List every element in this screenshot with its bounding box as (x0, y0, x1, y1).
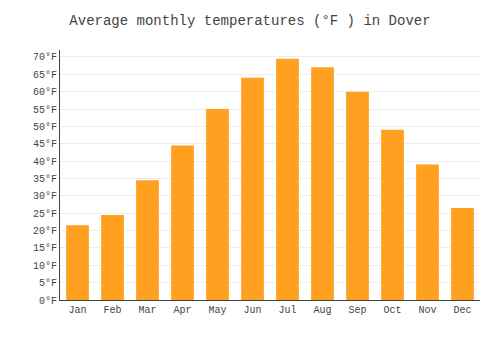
svg-text:Average monthly temperatures (: Average monthly temperatures (°F ) in Do… (69, 13, 430, 29)
svg-text:70°F: 70°F (33, 52, 57, 63)
svg-text:Mar: Mar (138, 305, 156, 316)
svg-text:45°F: 45°F (33, 139, 57, 150)
svg-text:10°F: 10°F (33, 261, 57, 272)
svg-text:5°F: 5°F (39, 278, 57, 289)
svg-text:60°F: 60°F (33, 87, 57, 98)
svg-text:Feb: Feb (103, 305, 121, 316)
svg-text:30°F: 30°F (33, 191, 57, 202)
svg-text:40°F: 40°F (33, 157, 57, 168)
svg-text:55°F: 55°F (33, 105, 57, 116)
svg-text:0°F: 0°F (39, 296, 57, 307)
svg-text:Dec: Dec (453, 305, 471, 316)
svg-text:Jun: Jun (243, 305, 261, 316)
svg-text:Aug: Aug (313, 305, 331, 316)
svg-text:Nov: Nov (418, 305, 436, 316)
svg-text:65°F: 65°F (33, 70, 57, 81)
svg-text:Oct: Oct (383, 305, 401, 316)
svg-text:35°F: 35°F (33, 174, 57, 185)
svg-text:15°F: 15°F (33, 243, 57, 254)
svg-text:Sep: Sep (348, 305, 366, 316)
svg-text:50°F: 50°F (33, 122, 57, 133)
svg-text:25°F: 25°F (33, 209, 57, 220)
svg-text:Jul: Jul (278, 305, 296, 316)
svg-text:May: May (208, 305, 226, 316)
svg-text:Apr: Apr (173, 305, 191, 316)
svg-text:Jan: Jan (68, 305, 86, 316)
svg-text:20°F: 20°F (33, 226, 57, 237)
